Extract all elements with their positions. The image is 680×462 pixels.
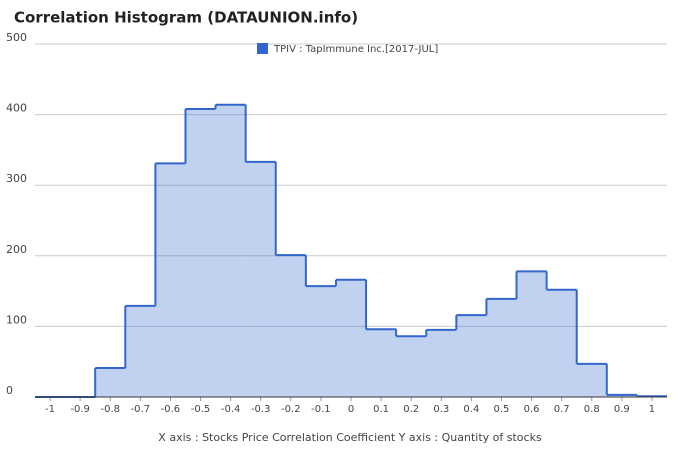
bar <box>185 108 216 398</box>
x-tick-label: 0.1 <box>373 404 389 415</box>
bar <box>95 368 126 397</box>
bar <box>245 161 276 397</box>
bar <box>335 279 367 397</box>
bar <box>125 305 156 397</box>
y-tick-label: 400 <box>6 102 27 115</box>
bar <box>275 255 306 397</box>
x-tick-label: -0.5 <box>191 404 211 415</box>
x-tick-label: -0.2 <box>281 404 301 415</box>
bar <box>546 289 577 397</box>
bar <box>426 329 457 397</box>
bar <box>516 271 547 397</box>
bar <box>305 286 336 397</box>
y-tick-label: 200 <box>6 243 27 256</box>
x-tick-label: -0.1 <box>311 404 331 415</box>
bar <box>366 329 397 397</box>
x-tick-label: 1 <box>649 404 655 415</box>
x-tick-label: 0.9 <box>614 404 630 415</box>
legend-swatch <box>257 43 268 54</box>
bar <box>606 394 637 397</box>
x-tick-label: 0.3 <box>433 404 449 415</box>
x-tick-label: -0.4 <box>221 404 241 415</box>
x-tick-label: 0.2 <box>403 404 419 415</box>
y-tick-label: 0 <box>6 384 13 397</box>
x-tick-label: -0.6 <box>161 404 181 415</box>
y-tick-label: 100 <box>6 313 27 326</box>
x-tick-label: 0.8 <box>584 404 600 415</box>
bar <box>215 104 246 397</box>
x-tick-label: 0.7 <box>554 404 570 415</box>
y-tick-label: 500 <box>6 31 27 44</box>
bar <box>486 298 517 397</box>
x-tick-label: 0.4 <box>463 404 479 415</box>
x-tick-label: -0.8 <box>100 404 120 415</box>
bar <box>396 336 427 397</box>
bar <box>456 315 487 397</box>
x-tick-label: -1 <box>45 404 55 415</box>
x-tick-label: -0.3 <box>251 404 271 415</box>
x-tick-label: 0.6 <box>524 404 540 415</box>
x-tick-label: -0.9 <box>70 404 90 415</box>
chart-title: Correlation Histogram (DATAUNION.info) <box>14 9 358 27</box>
bar <box>576 363 607 397</box>
x-tick-label: 0 <box>348 404 354 415</box>
bar <box>155 163 186 397</box>
y-tick-label: 300 <box>6 172 27 185</box>
legend-label: TPIV : TapImmune Inc.[2017-JUL] <box>273 44 438 55</box>
x-tick-label: -0.7 <box>131 404 151 415</box>
x-axis-label: X axis : Stocks Price Correlation Coeffi… <box>158 431 542 444</box>
x-tick-label: 0.5 <box>494 404 510 415</box>
